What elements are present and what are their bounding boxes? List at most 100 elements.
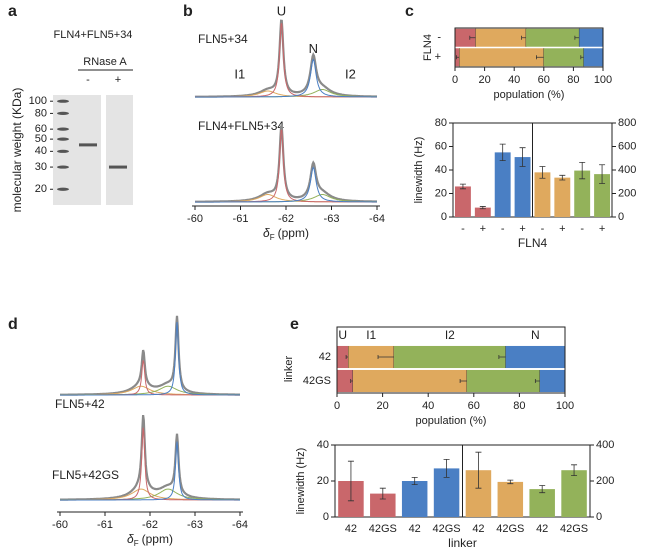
x-tick-label: + (519, 223, 525, 235)
category-label: 42GS (303, 375, 331, 387)
x-tick-label: 20 (478, 74, 490, 86)
y-tick-label: 20 (317, 475, 329, 487)
error-bar (459, 183, 466, 190)
y-tick-label: 80 (435, 117, 447, 129)
y-axis-label: molecular weight (KDa) (10, 88, 24, 213)
x-tick-label: -61 (233, 213, 249, 225)
x-tick-label: 42GS (560, 523, 588, 535)
spectrum-name: FLN5+34 (198, 32, 248, 46)
panel-label: d (8, 316, 18, 333)
y2-tick-label: 800 (618, 117, 636, 129)
x-tick-label: 20 (376, 400, 388, 412)
x-axis-label: FLN4 (518, 236, 548, 250)
y-tick-label: 20 (35, 183, 47, 195)
x-tick-label: - (501, 223, 505, 235)
x-tick-label: 42GS (369, 523, 397, 535)
lane-label: + (115, 74, 121, 86)
series-name: N (531, 328, 540, 342)
error-bar (559, 174, 566, 181)
y-tick-label: 0 (323, 511, 329, 523)
bar (574, 170, 591, 217)
ladder-band (57, 137, 69, 141)
error-bar (443, 459, 450, 478)
y-tick-label: 60 (35, 123, 47, 135)
x-tick-label: + (599, 223, 605, 235)
x-tick-label: 42 (536, 523, 548, 535)
fit-sum (195, 125, 377, 203)
bar-segment (459, 48, 544, 67)
unit: (ppm) (278, 226, 309, 240)
y-tick-label: 100 (29, 95, 47, 107)
y-tick-label: 0 (441, 211, 447, 223)
x-tick-label: 0 (452, 74, 458, 86)
error-bar (507, 479, 514, 485)
bar (494, 152, 511, 217)
y2-tick-label: 200 (618, 187, 636, 199)
error-bar (519, 147, 526, 167)
ladder-band (57, 149, 69, 153)
bar (370, 493, 396, 517)
y2-tick-label: 400 (618, 164, 636, 176)
y-tick-label: 30 (35, 161, 47, 173)
bar-segment (352, 369, 467, 393)
error-bar (599, 164, 606, 184)
component-label: I1 (234, 66, 245, 81)
component-peak (195, 58, 377, 98)
bar (401, 481, 428, 517)
y-axis-label: linewidth (Hz) (295, 448, 307, 515)
ladder-band (57, 99, 69, 103)
y2-tick-label: 400 (596, 439, 614, 451)
component-peak (195, 166, 377, 203)
y-tick-label: 40 (35, 145, 47, 157)
x-tick-label: -61 (97, 519, 113, 531)
bar-segment (526, 28, 580, 47)
delta-symbol: δ (127, 532, 134, 546)
y-tick-label: 50 (35, 133, 47, 145)
component-label: U (277, 3, 286, 18)
y-tick-label: 60 (435, 140, 447, 152)
x-tick-label: -60 (52, 519, 68, 531)
x-tick-label: 80 (513, 400, 525, 412)
x-tick-label: 100 (556, 400, 574, 412)
ladder-band (57, 111, 69, 116)
y2-tick-label: 200 (596, 475, 614, 487)
bar-segment (348, 345, 394, 369)
bar (497, 481, 524, 517)
series-name: U (338, 328, 347, 342)
y-axis-label: linewidth (Hz) (413, 137, 425, 204)
x-tick-label: 42GS (432, 523, 460, 535)
x-tick-label: 40 (508, 74, 520, 86)
y-axis-label: FLN4 (422, 34, 434, 61)
error-bar (579, 161, 586, 180)
treatment-label: RNase A (83, 56, 127, 68)
y2-tick-label: 600 (618, 140, 636, 152)
error-bar (539, 485, 546, 494)
panel-label: a (8, 3, 17, 20)
x-tick-label: -63 (324, 213, 340, 225)
y2-tick-label: 0 (596, 511, 602, 523)
bar (534, 172, 551, 217)
gel-title: FLN4+FLN5+34 (54, 29, 133, 41)
x-tick-label: -64 (232, 519, 248, 531)
fit-sum (60, 315, 240, 396)
x-tick-label: 42 (409, 523, 421, 535)
x-tick-label: 42 (472, 523, 484, 535)
fit-sum (60, 414, 240, 501)
bar-segment (394, 345, 506, 369)
plot-frame (336, 326, 566, 394)
y-tick-label: 20 (435, 187, 447, 199)
error-bar (411, 477, 418, 485)
x-tick-label: -62 (278, 213, 294, 225)
bar-segment (583, 48, 603, 67)
x-tick-label: - (580, 223, 584, 235)
error-bar (499, 143, 506, 161)
lane-label: - (86, 74, 90, 86)
bar-segment (543, 48, 584, 67)
error-bar (479, 206, 486, 210)
component-peak (60, 427, 240, 501)
series-name: I2 (445, 328, 455, 342)
bar-segment (539, 369, 565, 393)
x-axis-label: δF (ppm) (263, 226, 309, 242)
bar (594, 174, 611, 217)
